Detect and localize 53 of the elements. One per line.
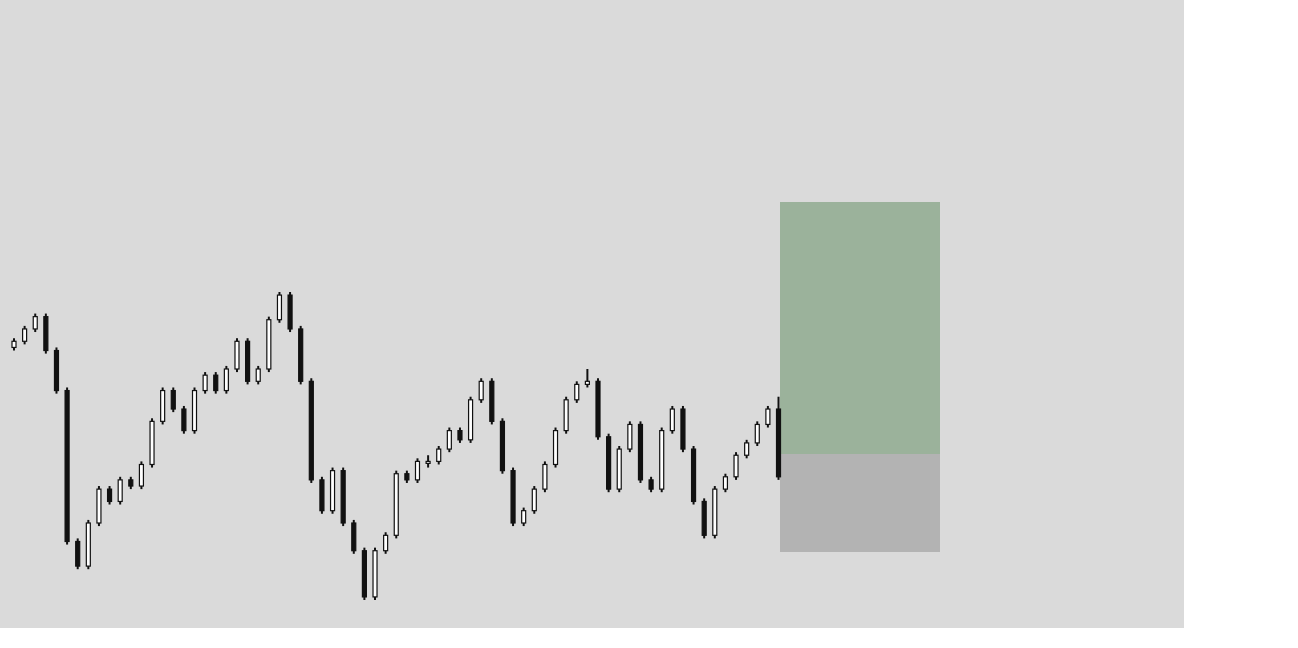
candlestick — [744, 438, 750, 460]
candlestick — [287, 292, 293, 334]
candlestick — [414, 457, 421, 484]
candlestick — [32, 312, 38, 334]
candlestick — [436, 445, 442, 466]
candlestick — [96, 485, 102, 528]
candlestick — [329, 466, 336, 515]
candlestick — [75, 537, 81, 571]
candlestick — [542, 460, 548, 494]
candlestick — [446, 426, 452, 454]
candlestick — [372, 546, 378, 600]
candlestick — [616, 445, 622, 494]
candlestick — [213, 371, 219, 395]
candlestick — [361, 546, 367, 600]
candlestick — [722, 472, 729, 494]
candlestick — [574, 380, 580, 404]
candlestick — [223, 364, 229, 395]
candlestick — [53, 346, 60, 395]
candlestick — [552, 426, 559, 469]
candlestick — [319, 475, 325, 515]
candlestick — [170, 386, 176, 414]
candlestick — [478, 377, 484, 404]
candlestick — [521, 506, 527, 528]
candlestick — [383, 531, 389, 555]
candlestick — [701, 497, 707, 540]
candlestick — [627, 420, 633, 454]
candlestick — [43, 312, 49, 355]
candlestick — [733, 451, 739, 481]
candlestick — [202, 371, 208, 395]
candlestick — [234, 337, 240, 374]
candlestick — [181, 404, 187, 435]
candlestick — [489, 377, 495, 426]
candlestick — [106, 485, 113, 506]
candlestick — [149, 417, 155, 469]
candlestick — [680, 404, 686, 454]
candlestick — [467, 395, 474, 444]
candlestick — [117, 475, 123, 506]
candlestick — [276, 292, 283, 324]
candlestick — [754, 420, 760, 447]
candlestick — [245, 337, 251, 386]
candlestick — [138, 460, 145, 491]
candlestick — [563, 395, 569, 435]
candlestick — [712, 485, 718, 540]
candlestick — [531, 485, 537, 515]
candlestick — [191, 386, 198, 435]
candlestick — [351, 518, 357, 555]
candlestick — [765, 404, 771, 429]
candlestick — [584, 368, 590, 389]
candlestick — [22, 324, 28, 346]
candlestick — [85, 518, 91, 571]
candlestick — [255, 364, 261, 386]
candlestick — [160, 386, 166, 426]
candlestick — [669, 404, 675, 435]
